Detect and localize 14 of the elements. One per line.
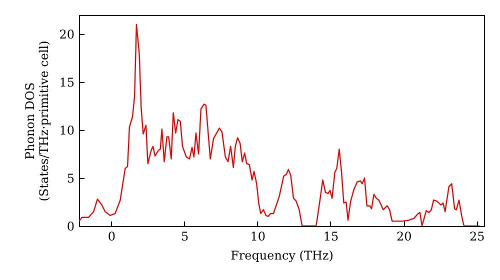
x-tick-label: 10 — [250, 230, 266, 244]
y-tick-label: 5 — [66, 172, 74, 186]
x-tick-label: 15 — [323, 230, 339, 244]
x-tick-label: 20 — [396, 230, 412, 244]
y-tick-label: 10 — [59, 124, 74, 138]
y-tick-label: 20 — [59, 28, 74, 42]
x-tick-label: 0 — [108, 230, 116, 244]
y-tick-label: 0 — [66, 220, 74, 234]
x-tick-label: 5 — [180, 230, 189, 244]
y-tick-label: 15 — [59, 76, 74, 90]
line-series — [79, 24, 480, 226]
x-axis-title: Frequency (THz) — [230, 248, 334, 262]
x-tick-label: 25 — [470, 230, 485, 244]
y-axis-title: Phonon DOS (States/THz·primitive cell) — [23, 40, 52, 202]
